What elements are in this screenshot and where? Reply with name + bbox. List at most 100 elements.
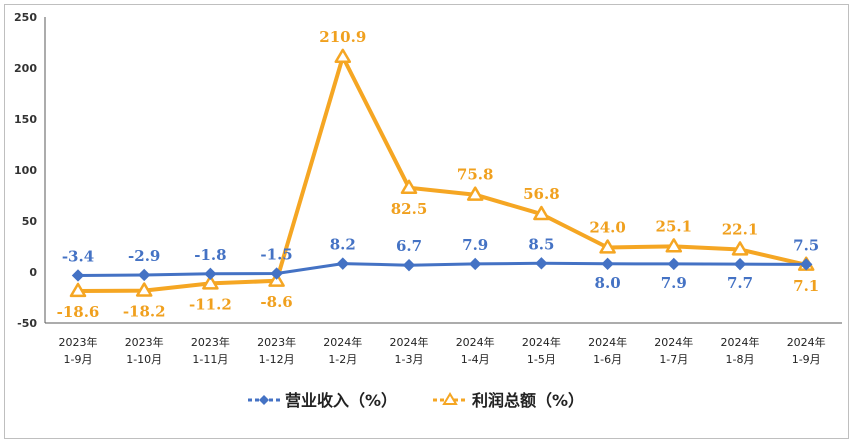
x-tick-year: 2024年 — [323, 335, 362, 349]
profit-marker — [665, 238, 683, 253]
revenue-marker — [71, 269, 85, 282]
x-tick-year: 2023年 — [257, 335, 296, 349]
revenue-data-label: 8.2 — [330, 236, 356, 254]
profit-data-label: 210.9 — [319, 28, 366, 46]
profit-data-label: 7.1 — [793, 277, 819, 295]
y-tick-label: 150 — [14, 113, 37, 126]
x-tick-label: 2023年 1-12月 — [257, 335, 296, 366]
x-tick-year: 2024年 — [390, 335, 429, 349]
x-tick-label: 2023年 1-9月 — [59, 335, 98, 366]
x-tick-period: 1-12月 — [259, 353, 295, 366]
profit-data-label: 75.8 — [457, 166, 494, 184]
profit-data-label: -18.2 — [123, 303, 166, 321]
x-tick-label: 2024年 1-6月 — [588, 335, 627, 366]
revenue-marker — [733, 257, 747, 271]
profit-marker — [400, 179, 418, 194]
chart-axes — [44, 17, 842, 324]
data-labels: -3.4 -2.9 -1.8 -1.5 8.2 6.7 7.9 8.5 8.0 7.9 7.7 7.5… — [57, 28, 820, 321]
revenue-data-label: -1.5 — [260, 246, 292, 264]
x-tick-label: 2024年 1-5月 — [522, 335, 561, 366]
profit-data-label: -11.2 — [189, 295, 232, 313]
revenue-data-label: -3.4 — [62, 247, 94, 265]
y-tick-label: 100 — [14, 164, 37, 177]
revenue-marker — [667, 257, 681, 271]
x-tick-label: 2024年 1-3月 — [390, 335, 429, 366]
revenue-marker — [270, 267, 283, 280]
revenue-marker — [535, 257, 548, 270]
x-tick-year: 2023年 — [191, 335, 230, 349]
profit-marker — [69, 282, 87, 298]
chart-legend: 营业收入（%） 利润总额（%） — [248, 391, 584, 410]
y-tick-label: 250 — [14, 11, 37, 24]
revenue-marker — [468, 257, 482, 271]
profit-data-label: 82.5 — [391, 200, 428, 218]
series-line-revenue — [77, 261, 807, 277]
profit-data-label: 24.0 — [589, 219, 626, 237]
x-tick-period: 1-3月 — [395, 353, 424, 366]
x-tick-year: 2023年 — [125, 335, 164, 349]
y-tick-label: 50 — [22, 215, 38, 228]
y-axis-ticks: 250 200 150 100 50 0 -50 — [14, 11, 37, 330]
x-tick-label: 2024年 1-7月 — [654, 335, 693, 366]
x-tick-label: 2024年 1-4月 — [456, 335, 495, 366]
profit-marker — [202, 275, 219, 290]
x-tick-year: 2024年 — [588, 335, 627, 349]
profit-data-label: 22.1 — [722, 220, 759, 238]
revenue-data-label: 7.9 — [661, 274, 687, 292]
revenue-data-label: 8.0 — [595, 274, 621, 292]
revenue-marker — [601, 257, 614, 271]
x-tick-period: 1-9月 — [64, 353, 93, 366]
revenue-data-label: -2.9 — [128, 247, 160, 265]
revenue-marker — [799, 258, 813, 271]
x-tick-period: 1-5月 — [527, 353, 556, 366]
revenue-marker — [137, 268, 151, 282]
x-axis-ticks: 2023年1-9月2023年1-10月2023年1-11月2023年1-12月2… — [59, 335, 826, 366]
legend-profit-label: 利润总额（%） — [472, 391, 584, 410]
x-tick-label: 2024年 1-8月 — [721, 335, 760, 366]
chart-frame — [4, 4, 849, 439]
profit-marker — [466, 186, 484, 201]
revenue-marker — [336, 257, 350, 270]
revenue-data-label: 6.7 — [396, 237, 422, 255]
profit-marker — [599, 239, 616, 254]
profit-marker — [731, 241, 749, 256]
series-line-profit — [77, 54, 807, 293]
profit-data-label: 56.8 — [523, 185, 560, 203]
legend-revenue-label: 营业收入（%） — [285, 391, 397, 410]
y-tick-label: 200 — [14, 62, 37, 75]
x-tick-year: 2024年 — [654, 335, 693, 349]
series-layer — [69, 48, 815, 298]
x-tick-period: 1-10月 — [126, 353, 162, 366]
x-tick-period: 1-7月 — [659, 353, 688, 366]
x-tick-period: 1-4月 — [461, 353, 490, 366]
profit-data-label: -18.6 — [57, 303, 100, 321]
profit-marker — [135, 282, 153, 297]
x-tick-year: 2024年 — [787, 335, 826, 349]
revenue-data-label: 7.9 — [462, 236, 488, 254]
legend-profit-marker — [442, 392, 458, 405]
x-tick-period: 1-2月 — [328, 353, 357, 366]
revenue-data-label: 7.7 — [727, 274, 753, 292]
legend-revenue-marker — [259, 395, 269, 405]
revenue-marker — [402, 258, 416, 272]
revenue-marker — [204, 267, 217, 281]
x-tick-period: 1-6月 — [593, 353, 622, 366]
y-tick-label: 0 — [29, 266, 37, 279]
x-tick-period: 1-9月 — [792, 353, 821, 366]
x-tick-year: 2024年 — [522, 335, 561, 349]
x-tick-label: 2023年 1-11月 — [191, 335, 230, 366]
x-tick-label: 2023年 1-10月 — [125, 335, 164, 366]
x-tick-period: 1-8月 — [726, 353, 755, 366]
profit-data-label: 25.1 — [656, 217, 693, 235]
revenue-data-label: 7.5 — [793, 236, 819, 254]
x-tick-period: 1-11月 — [192, 353, 228, 366]
profit-data-label: -8.6 — [260, 293, 292, 311]
x-tick-label: 2024年 1-2月 — [323, 335, 362, 366]
x-tick-label: 2024年 1-9月 — [787, 335, 826, 366]
x-tick-year: 2024年 — [456, 335, 495, 349]
profit-marker — [334, 48, 352, 64]
x-tick-year: 2023年 — [59, 335, 98, 349]
revenue-data-label: 8.5 — [528, 235, 554, 253]
revenue-data-label: -1.8 — [194, 246, 226, 264]
